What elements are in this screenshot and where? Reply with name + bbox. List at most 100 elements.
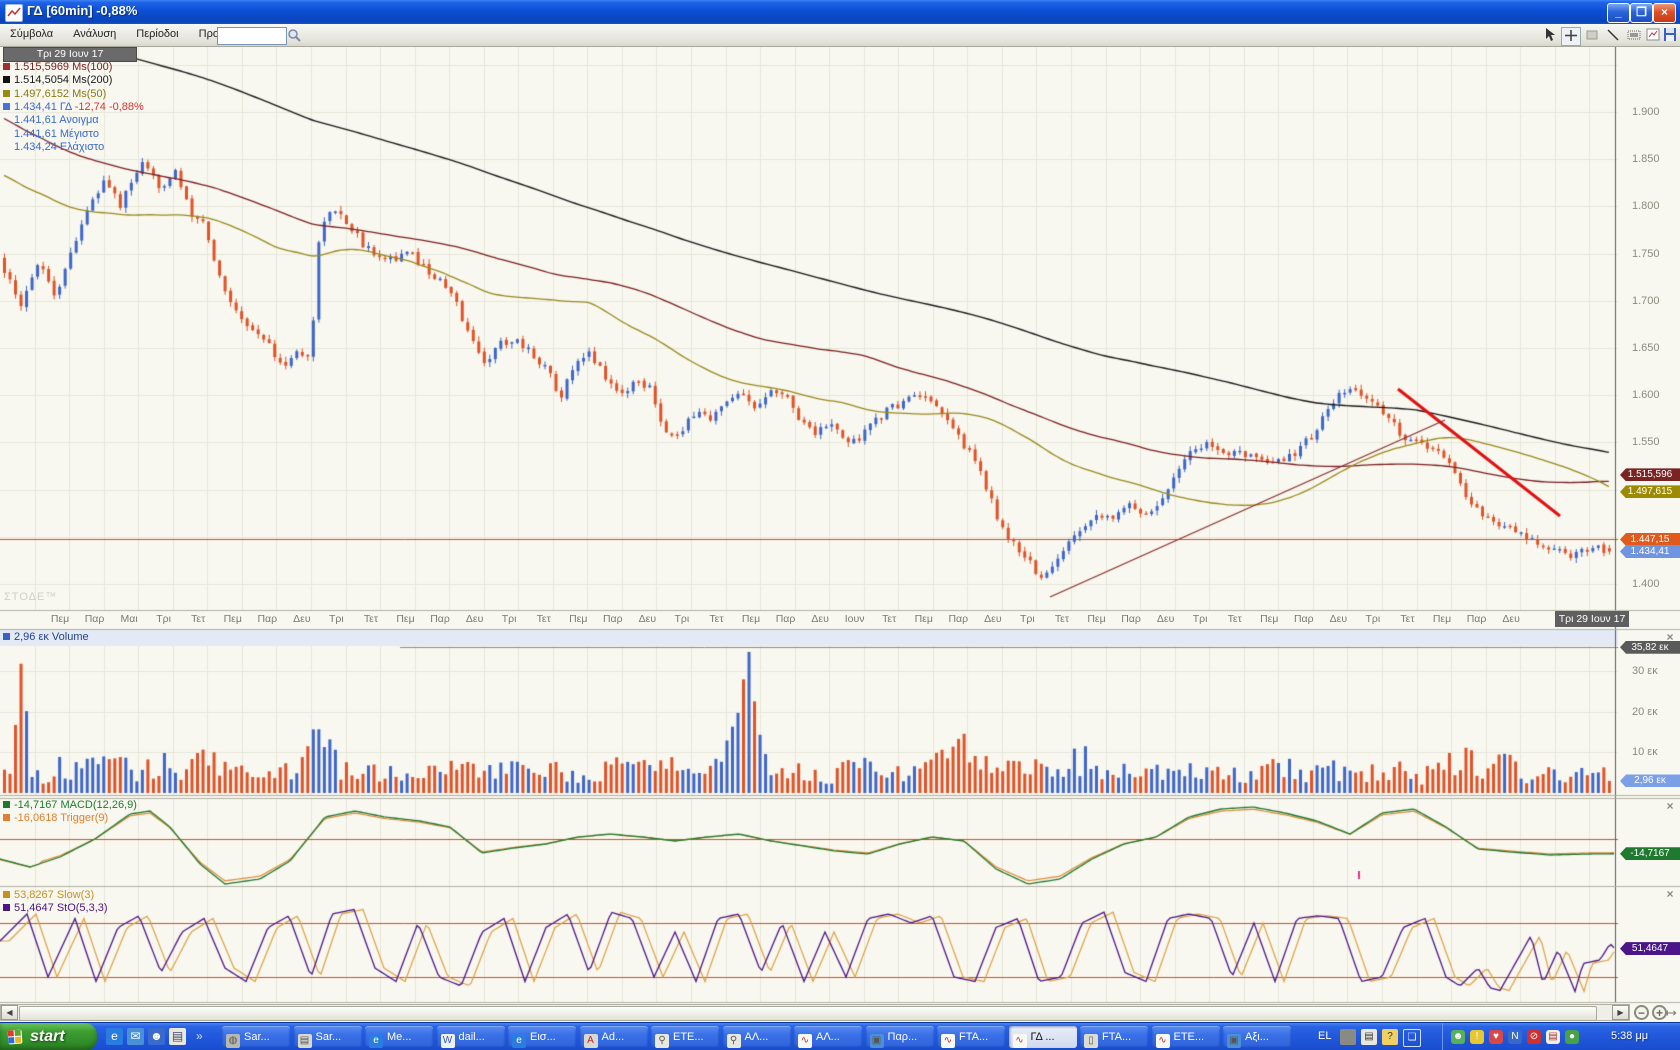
blocked-icon[interactable]: ⊘	[1527, 1030, 1541, 1044]
macd-tag: -14,7167	[1620, 847, 1680, 861]
keyboard-icon: ▤	[297, 1034, 312, 1048]
messenger-tray-icon[interactable]: ☻	[1451, 1030, 1465, 1044]
price-tick-1.700: 1.700	[1632, 294, 1660, 307]
box-tool-icon[interactable]	[1583, 27, 1601, 44]
security-shield-icon[interactable]: !	[1470, 1030, 1484, 1044]
price-tag-1.515,596: 1.515,596	[1620, 468, 1680, 482]
notes-icon[interactable]: ▤	[1546, 1030, 1560, 1044]
pointer-tool-icon[interactable]	[1541, 27, 1559, 44]
scroll-left-icon[interactable]: ◀	[1, 1005, 18, 1020]
ie-icon[interactable]: e	[106, 1028, 123, 1045]
minimize-button[interactable]: _	[1607, 3, 1630, 23]
taskbar-button-1[interactable]: ▤ Sar...	[293, 1026, 362, 1048]
taskbar-button-9[interactable]: ▣ Παρ...	[865, 1026, 934, 1048]
time-label-37: Δευ	[1329, 613, 1348, 625]
volume-pane-close-icon[interactable]: ×	[1666, 630, 1674, 644]
help-icon[interactable]: ?	[1382, 1029, 1398, 1045]
time-label-24: Τετ	[882, 613, 897, 625]
document-icon: ▯	[1084, 1034, 1098, 1048]
macd-pane-close-icon[interactable]: ×	[1666, 799, 1674, 813]
menu-item-1[interactable]: Ανάλυση	[73, 28, 117, 40]
time-label-29: Τετ	[1054, 613, 1069, 625]
zoom-out-button[interactable]: −	[1634, 1005, 1649, 1020]
macd-legend-bullet-icon	[3, 801, 10, 808]
clock: 5:38 μμ	[1611, 1030, 1649, 1042]
globe-icon: ◍	[226, 1034, 240, 1048]
chart-icon: ∿	[941, 1034, 955, 1048]
menu-item-2[interactable]: Περίοδοι	[136, 28, 179, 40]
legend-bullet-icon	[3, 102, 10, 110]
scrollbar-thumb[interactable]	[19, 1006, 1597, 1021]
microphone-icon[interactable]	[1340, 1029, 1356, 1045]
taskbar-button-6[interactable]: ⚲ ΕΤΕ...	[651, 1026, 719, 1048]
time-label-13: Τρι	[501, 613, 517, 625]
taskbar-button-11-active[interactable]: ∿ ΓΔ ...	[1008, 1026, 1077, 1048]
taskbar-button-12[interactable]: ▯ FTA...	[1080, 1026, 1148, 1048]
keyboard-pen-icon[interactable]: ▤	[1361, 1029, 1377, 1045]
legend-text: 1.434,24 Ελάχιστο	[14, 140, 105, 153]
close-button[interactable]: ×	[1653, 3, 1676, 23]
stoch-legend-row-0: 53,8267 Slow(3)	[3, 889, 94, 902]
scroll-right-icon[interactable]: ▶	[1612, 1005, 1629, 1020]
symbol-search-input[interactable]	[217, 27, 287, 45]
price-tag-1.447,15: 1.447,15	[1620, 532, 1680, 546]
magnifier-icon: ⚲	[726, 1034, 741, 1048]
stoch-pane-close-icon[interactable]: ×	[1666, 887, 1674, 901]
task-button-label: Παρ...	[887, 1031, 918, 1043]
volume-tag-2,96 εκ: 2,96 εκ	[1620, 774, 1680, 788]
time-label-4: Τετ	[191, 613, 206, 625]
taskbar-button-5[interactable]: A Ad...	[579, 1026, 648, 1048]
macd-legend-text: -16,0618 Trigger(9)	[14, 812, 109, 824]
time-label-23: Ιουν	[844, 613, 865, 625]
acrobat-icon: A	[583, 1034, 598, 1048]
time-label-7: Δευ	[293, 613, 311, 625]
taskbar-button-10[interactable]: ∿ FTA...	[937, 1026, 1005, 1048]
legend-bullet-icon	[3, 76, 10, 84]
show-desktop-icon[interactable]: ▤	[169, 1028, 186, 1045]
restore-toolbar-icon[interactable]: ❏	[1403, 1029, 1421, 1047]
mail-icon[interactable]: ✉	[127, 1028, 144, 1045]
taskbar-button-13[interactable]: ∿ ΕΤΕ...	[1151, 1026, 1220, 1048]
trendline-tool-icon[interactable]	[1604, 27, 1622, 44]
horizontal-scrollbar[interactable]: ◀ ▶	[0, 1004, 1630, 1021]
taskbar-button-4[interactable]: e Εισ...	[508, 1026, 576, 1048]
legend-change-text: -12,74 -0,88%	[71, 100, 144, 113]
taskbar-button-0[interactable]: ◍ Sar...	[222, 1026, 290, 1048]
menu-items: ΣύμβολαΑνάλυσηΠερίοδοιΠροβολή	[0, 24, 253, 41]
chart-tool-icon[interactable]	[1644, 27, 1662, 44]
magnifier-icon: ⚲	[655, 1034, 669, 1048]
taskbar-button-2[interactable]: e Me...	[365, 1026, 433, 1048]
time-label-2: Μαι	[120, 613, 138, 625]
restore-button[interactable]: ❐	[1630, 3, 1653, 23]
zoom-in-button[interactable]: +	[1652, 1005, 1667, 1020]
heart-icon[interactable]: ♥	[1489, 1030, 1503, 1044]
search-icon[interactable]	[287, 28, 302, 48]
crosshair-tool-icon[interactable]	[1561, 27, 1581, 46]
green-app-icon[interactable]: ●	[1565, 1030, 1579, 1044]
macd-legend-row-1: -16,0618 Trigger(9)	[3, 812, 108, 825]
save-icon[interactable]	[1661, 27, 1679, 44]
volume-tag-35,82 εκ: 35,82 εκ	[1620, 640, 1680, 654]
macd-legend-bullet-icon	[3, 814, 10, 821]
monitor-icon: ▣	[1227, 1034, 1241, 1048]
legend-row-3: 1.434,41 ΓΔ -12,74 -0,88%	[3, 101, 144, 114]
menu-item-0[interactable]: Σύμβολα	[10, 28, 54, 40]
taskbar-button-14[interactable]: ▣ Αξι...	[1223, 1026, 1291, 1048]
legend-bullet-icon	[3, 89, 10, 97]
taskbar-button-7[interactable]: ⚲ ΑΛ...	[722, 1026, 791, 1048]
pattern-tool-icon[interactable]	[1625, 27, 1643, 44]
monitor-icon: ▣	[869, 1034, 884, 1048]
messenger-icon[interactable]: ☻	[148, 1028, 165, 1045]
start-button[interactable]: start	[0, 1023, 97, 1050]
time-label-1: Παρ	[84, 613, 105, 625]
blue-app-icon[interactable]: N	[1508, 1030, 1522, 1044]
horizontal-fit-icon[interactable]: ↦	[1666, 1005, 1677, 1020]
time-label-35: Πεμ	[1260, 613, 1279, 625]
language-indicator[interactable]: EL	[1318, 1030, 1332, 1042]
chevron-icon[interactable]: »	[196, 1029, 203, 1043]
windows-logo-icon	[7, 1029, 23, 1045]
task-button-label: dail...	[458, 1031, 485, 1043]
taskbar-button-8[interactable]: ∿ ΑΛ...	[794, 1026, 862, 1048]
